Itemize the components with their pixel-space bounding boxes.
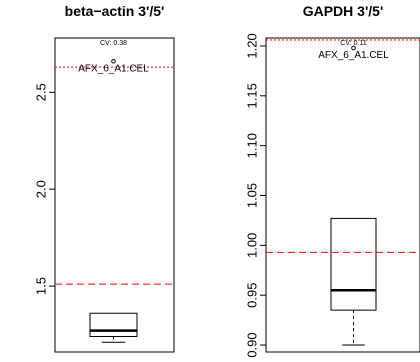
- boxplot: [330, 217, 377, 346]
- outlier-label: AFX_6_A1.CEL: [78, 63, 149, 74]
- plot-frame: [265, 37, 420, 353]
- y-tick-label: 2.5: [34, 83, 49, 101]
- plot-frame: [54, 37, 175, 353]
- y-tick-label: 1.15: [245, 83, 260, 108]
- panel-title: beta−actin 3'/5': [65, 3, 165, 19]
- cv-label: CV: 0.11: [340, 40, 367, 47]
- y-tick-label: 1.20: [245, 33, 260, 58]
- y-tick-label: 1.00: [245, 233, 260, 258]
- y-tick-label: 2.0: [34, 180, 49, 198]
- panel-gapdh: GAPDH 3'/5' 0.90 0.95 1.00 1.05 1.10 1.15 1.20…: [245, 3, 420, 358]
- outlier-label: AFX_6_A1.CEL: [318, 50, 389, 61]
- outlier-point: [111, 58, 116, 64]
- panel-beta-actin: beta−actin 3'/5' 1.52.02.5 AFX_6_A1.CEL …: [34, 3, 175, 353]
- reference-lines: [266, 39, 420, 253]
- cv-label: CV: 0.38: [100, 40, 127, 47]
- y-axis: 0.90 0.95 1.00 1.05 1.10 1.15 1.20: [245, 33, 266, 358]
- reference-lines: [55, 66, 174, 285]
- outliers: AFX_6_A1.CEL: [318, 45, 389, 61]
- y-tick-label: 0.90: [245, 332, 260, 357]
- iqr-box: [330, 217, 377, 311]
- y-tick-label: 1.5: [34, 277, 49, 295]
- outlier-point: [351, 45, 356, 51]
- y-axis: 1.5 2.0 2.5: [34, 83, 55, 295]
- y-tick-label: 0.95: [245, 283, 260, 308]
- y-tick-label: 1.10: [245, 133, 260, 158]
- panel-title: GAPDH 3'/5': [303, 3, 384, 19]
- boxplot: [89, 312, 138, 343]
- iqr-box: [89, 312, 138, 337]
- outliers: AFX_6_A1.CEL: [78, 58, 149, 74]
- y-tick-label: 1.05: [245, 183, 260, 208]
